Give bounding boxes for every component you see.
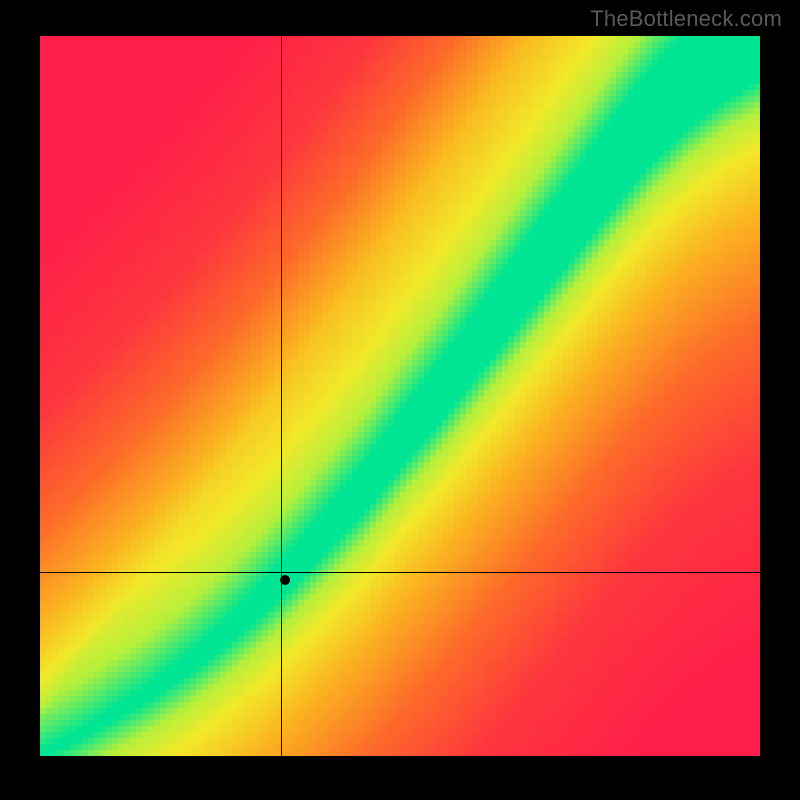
selection-marker[interactable] xyxy=(280,575,290,585)
crosshair-vertical xyxy=(281,36,282,756)
crosshair-horizontal xyxy=(40,572,760,573)
heatmap-canvas xyxy=(40,36,760,756)
bottleneck-heatmap xyxy=(40,36,760,756)
watermark-text: TheBottleneck.com xyxy=(590,6,782,32)
